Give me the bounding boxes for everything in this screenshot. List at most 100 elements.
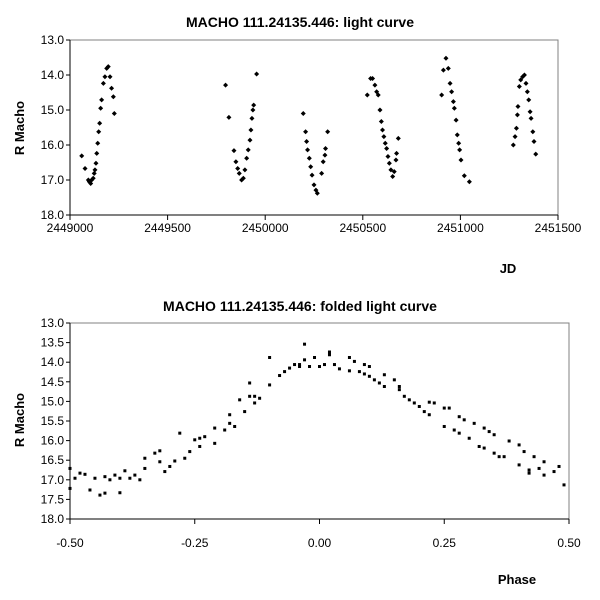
- data-point: [382, 140, 388, 146]
- data-point: [118, 491, 122, 495]
- data-point: [226, 114, 232, 120]
- x-axis-label: JD: [500, 261, 517, 276]
- data-point: [367, 374, 371, 378]
- data-point: [158, 449, 162, 453]
- data-point: [517, 463, 521, 467]
- y-tick-label: 13.5: [41, 336, 65, 350]
- data-point: [516, 84, 522, 90]
- data-point: [492, 433, 496, 437]
- data-point: [133, 473, 137, 477]
- data-point: [527, 471, 531, 475]
- data-point: [552, 470, 556, 474]
- data-point: [103, 475, 107, 479]
- data-point: [233, 424, 237, 428]
- data-point: [79, 153, 85, 159]
- data-point: [254, 71, 260, 77]
- data-point: [123, 469, 127, 473]
- data-point: [531, 139, 537, 144]
- data-point: [223, 428, 227, 432]
- x-tick-label: 0.50: [557, 536, 581, 550]
- data-point: [251, 102, 257, 108]
- data-point: [449, 89, 455, 95]
- data-point: [95, 140, 101, 146]
- data-point: [188, 450, 192, 454]
- data-point: [305, 147, 311, 153]
- data-point: [298, 365, 302, 369]
- data-point: [327, 353, 331, 357]
- data-point: [514, 112, 520, 118]
- data-point: [532, 455, 536, 459]
- data-point: [427, 400, 431, 404]
- data-point: [103, 491, 107, 495]
- data-point: [128, 476, 132, 480]
- y-tick-label: 17.0: [41, 173, 65, 187]
- y-tick-label: 18.0: [41, 208, 65, 222]
- data-point: [83, 472, 87, 476]
- data-point: [454, 132, 460, 138]
- data-point: [300, 111, 306, 116]
- data-point: [457, 147, 463, 153]
- data-point: [102, 74, 108, 80]
- x-tick-label: 0.00: [308, 536, 332, 550]
- data-point: [110, 94, 116, 100]
- data-point: [68, 486, 72, 490]
- data-point: [452, 428, 456, 432]
- data-point: [163, 470, 167, 474]
- data-point: [248, 394, 252, 398]
- data-point: [517, 443, 521, 447]
- data-point: [347, 369, 351, 373]
- data-point: [347, 355, 351, 359]
- data-point: [392, 378, 396, 382]
- data-point: [515, 104, 521, 109]
- data-point: [243, 410, 247, 414]
- data-point: [173, 459, 177, 463]
- data-point: [325, 129, 331, 135]
- data-point: [522, 450, 526, 454]
- y-tick-label: 17.0: [41, 473, 65, 487]
- data-point: [527, 109, 533, 115]
- data-point: [445, 65, 451, 71]
- light-curve-chart: MACHO 111.24135.446: light curve JD R Ma…: [12, 14, 582, 276]
- x-tick-label: 2449000: [47, 221, 94, 235]
- data-point: [382, 385, 386, 389]
- data-point: [306, 155, 312, 161]
- data-point: [443, 55, 449, 61]
- data-point: [482, 426, 486, 430]
- data-point: [397, 385, 401, 389]
- y-tick-label: 15.0: [41, 103, 65, 117]
- data-point: [447, 406, 451, 410]
- data-point: [390, 174, 396, 179]
- data-point: [377, 381, 381, 385]
- folded-light-curve-chart: MACHO 111.24135.446: folded light curve …: [12, 298, 581, 587]
- x-tick-label: 0.25: [433, 536, 457, 550]
- y-tick-label: 15.0: [41, 394, 65, 408]
- chart-title: MACHO 111.24135.446: folded light curve: [163, 298, 437, 314]
- data-point: [472, 421, 476, 425]
- data-point: [362, 363, 366, 367]
- data-point: [364, 92, 370, 98]
- data-point: [111, 111, 117, 116]
- data-point: [107, 74, 113, 80]
- data-point: [327, 350, 331, 354]
- data-point: [268, 383, 272, 387]
- data-point: [90, 175, 96, 181]
- data-point: [88, 181, 94, 186]
- data-point: [303, 358, 307, 362]
- data-point: [450, 99, 456, 105]
- data-point: [462, 418, 466, 422]
- data-point: [236, 170, 242, 176]
- data-point: [283, 370, 287, 374]
- data-point: [168, 464, 172, 468]
- data-point: [502, 455, 506, 459]
- y-axis-label: R Macho: [12, 393, 27, 447]
- data-point: [397, 388, 401, 392]
- y-tick-label: 14.0: [41, 355, 65, 369]
- data-point: [513, 125, 519, 131]
- data-point: [231, 148, 237, 154]
- data-point: [375, 92, 381, 98]
- data-point: [311, 182, 317, 188]
- x-tick-label: 2450000: [242, 221, 289, 235]
- data-point: [118, 476, 122, 480]
- y-tick-label: 16.5: [41, 453, 65, 467]
